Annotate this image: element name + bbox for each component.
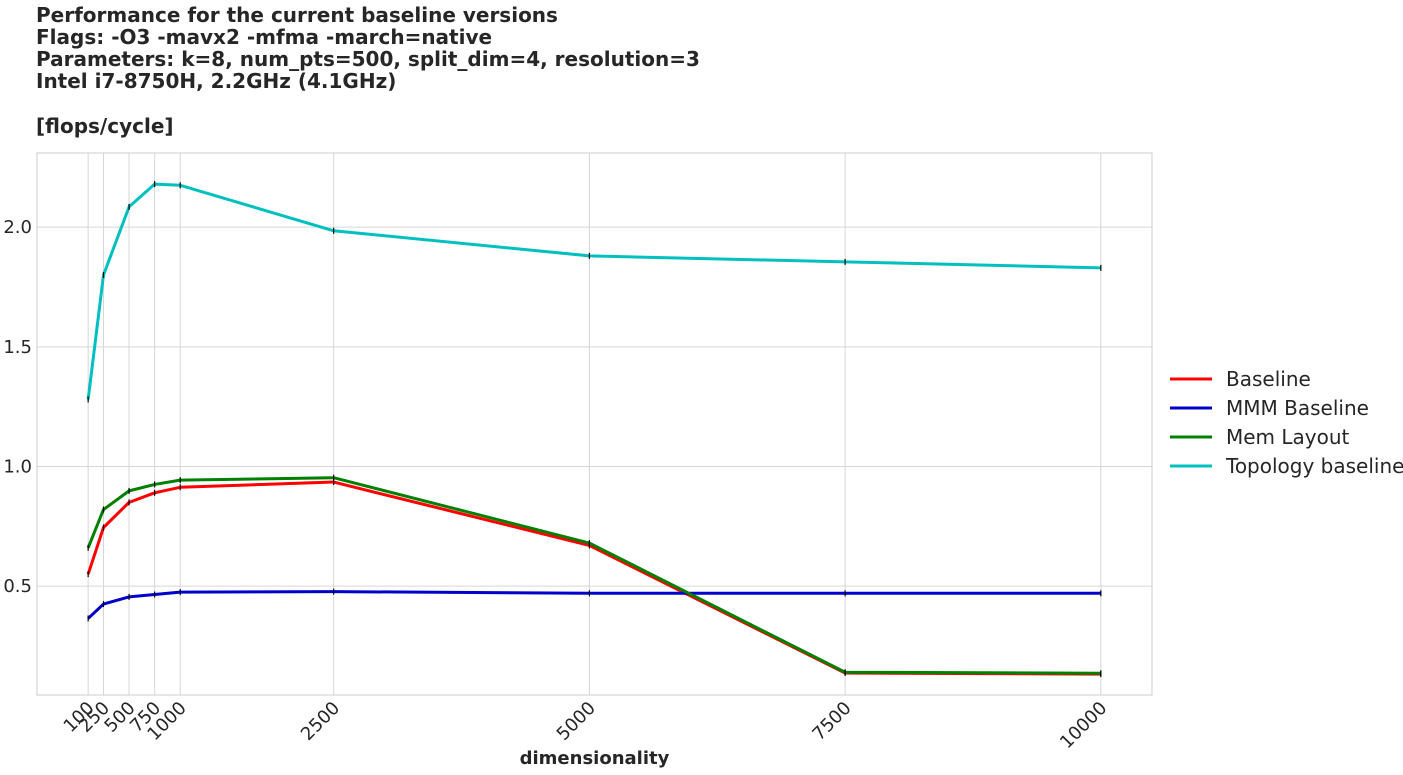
plot-frame — [36, 152, 1153, 696]
series-line — [86, 476, 1101, 675]
errorbar-layer — [87, 181, 1102, 678]
series-line — [87, 590, 1101, 620]
grid — [37, 153, 1152, 695]
legend-entry-label: Baseline — [1226, 367, 1311, 391]
y-axis-label: [flops/cycle] — [36, 114, 174, 138]
series-line — [86, 480, 1101, 676]
y-tick-label: 0.5 — [3, 576, 32, 597]
series-layer — [86, 182, 1101, 676]
y-tick-label: 1.0 — [3, 456, 32, 477]
x-tick-label: 7500 — [808, 698, 855, 745]
x-axis-label: dimensionality — [520, 748, 670, 769]
x-tick-label: 10000 — [1056, 698, 1111, 753]
title-line-2: Flags: -O3 -mavx2 -mfma -march=native — [36, 25, 493, 49]
title-line-3: Parameters: k=8, num_pts=500, split_dim=… — [36, 47, 700, 71]
legend-entry-label: Mem Layout — [1226, 425, 1350, 449]
chart-title: Performance for the current baseline ver… — [36, 4, 700, 92]
y-ticks: 0.5 1.0 1.5 2.0 — [3, 217, 32, 597]
y-tick-label: 2.0 — [3, 217, 32, 238]
x-tick-label: 2500 — [297, 698, 344, 745]
x-tick-label: 5000 — [553, 698, 600, 745]
y-tick-label: 1.5 — [3, 337, 32, 358]
title-line-1: Performance for the current baseline ver… — [36, 3, 558, 27]
title-line-4: Intel i7-8750H, 2.2GHz (4.1GHz) — [36, 69, 397, 93]
series-line — [86, 182, 1101, 400]
legend-entry-label: Topology baseline — [1225, 454, 1403, 478]
legend: Baseline MMM Baseline Mem Layout Topology b… — [1170, 367, 1403, 478]
legend-entry-label: MMM Baseline — [1226, 396, 1369, 420]
